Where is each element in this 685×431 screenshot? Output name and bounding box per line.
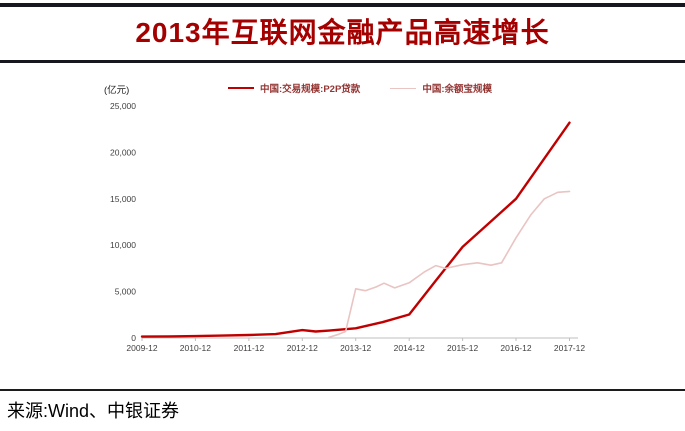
source-attribution: 来源:Wind、中银证券 bbox=[7, 401, 180, 421]
x-tick-label: 2010-12 bbox=[180, 343, 211, 353]
line-chart: (亿元) 中国:交易规模:P2P贷款 中国:余额宝规模 2009-12 2010-… bbox=[92, 80, 592, 364]
top-divider-rule bbox=[0, 3, 685, 7]
yuebao-line-swatch-icon bbox=[390, 87, 417, 89]
p2p-line-swatch-icon bbox=[228, 87, 255, 89]
page-title: 2013年互联网金融产品高速增长 bbox=[135, 17, 550, 48]
legend-label-p2p: 中国:交易规模:P2P贷款 bbox=[260, 84, 361, 95]
title-underline-rule bbox=[0, 60, 685, 63]
y-tick-label: 0 bbox=[131, 333, 136, 343]
y-tick-label: 20,000 bbox=[110, 147, 136, 157]
x-tick-label: 2016-12 bbox=[500, 343, 531, 353]
legend-item-yuebao: 中国:余额宝规模 bbox=[390, 81, 492, 95]
x-tick-label: 2012-12 bbox=[287, 343, 318, 353]
x-tick-label: 2013-12 bbox=[340, 343, 371, 353]
chart-legend: 中国:交易规模:P2P贷款 中国:余额宝规模 bbox=[92, 80, 592, 96]
chart-plot-area: 2009-12 2010-12 2011-12 2012-12 2013-12 2014-… bbox=[92, 96, 592, 364]
x-tick-label: 2014-12 bbox=[394, 343, 425, 353]
y-tick-label: 15,000 bbox=[110, 194, 136, 204]
y-tick-label: 5,000 bbox=[115, 287, 137, 297]
y-tick-label: 10,000 bbox=[110, 240, 136, 250]
legend-label-yuebao: 中国:余额宝规模 bbox=[422, 84, 492, 95]
x-tick-label: 2015-12 bbox=[447, 343, 478, 353]
y-tick-label: 25,000 bbox=[110, 101, 136, 111]
x-tick-label: 2017-12 bbox=[554, 343, 585, 353]
x-tick-label: 2009-12 bbox=[126, 343, 157, 353]
legend-item-p2p: 中国:交易规模:P2P贷款 bbox=[228, 81, 360, 95]
x-tick-label: 2011-12 bbox=[234, 343, 265, 353]
series-line bbox=[140, 121, 571, 338]
chart-header-row: (亿元) 中国:交易规模:P2P贷款 中国:余额宝规模 bbox=[92, 80, 592, 96]
series-line bbox=[328, 190, 571, 339]
footer-divider-rule bbox=[0, 389, 685, 391]
y-axis-unit-label: (亿元) bbox=[104, 85, 130, 96]
